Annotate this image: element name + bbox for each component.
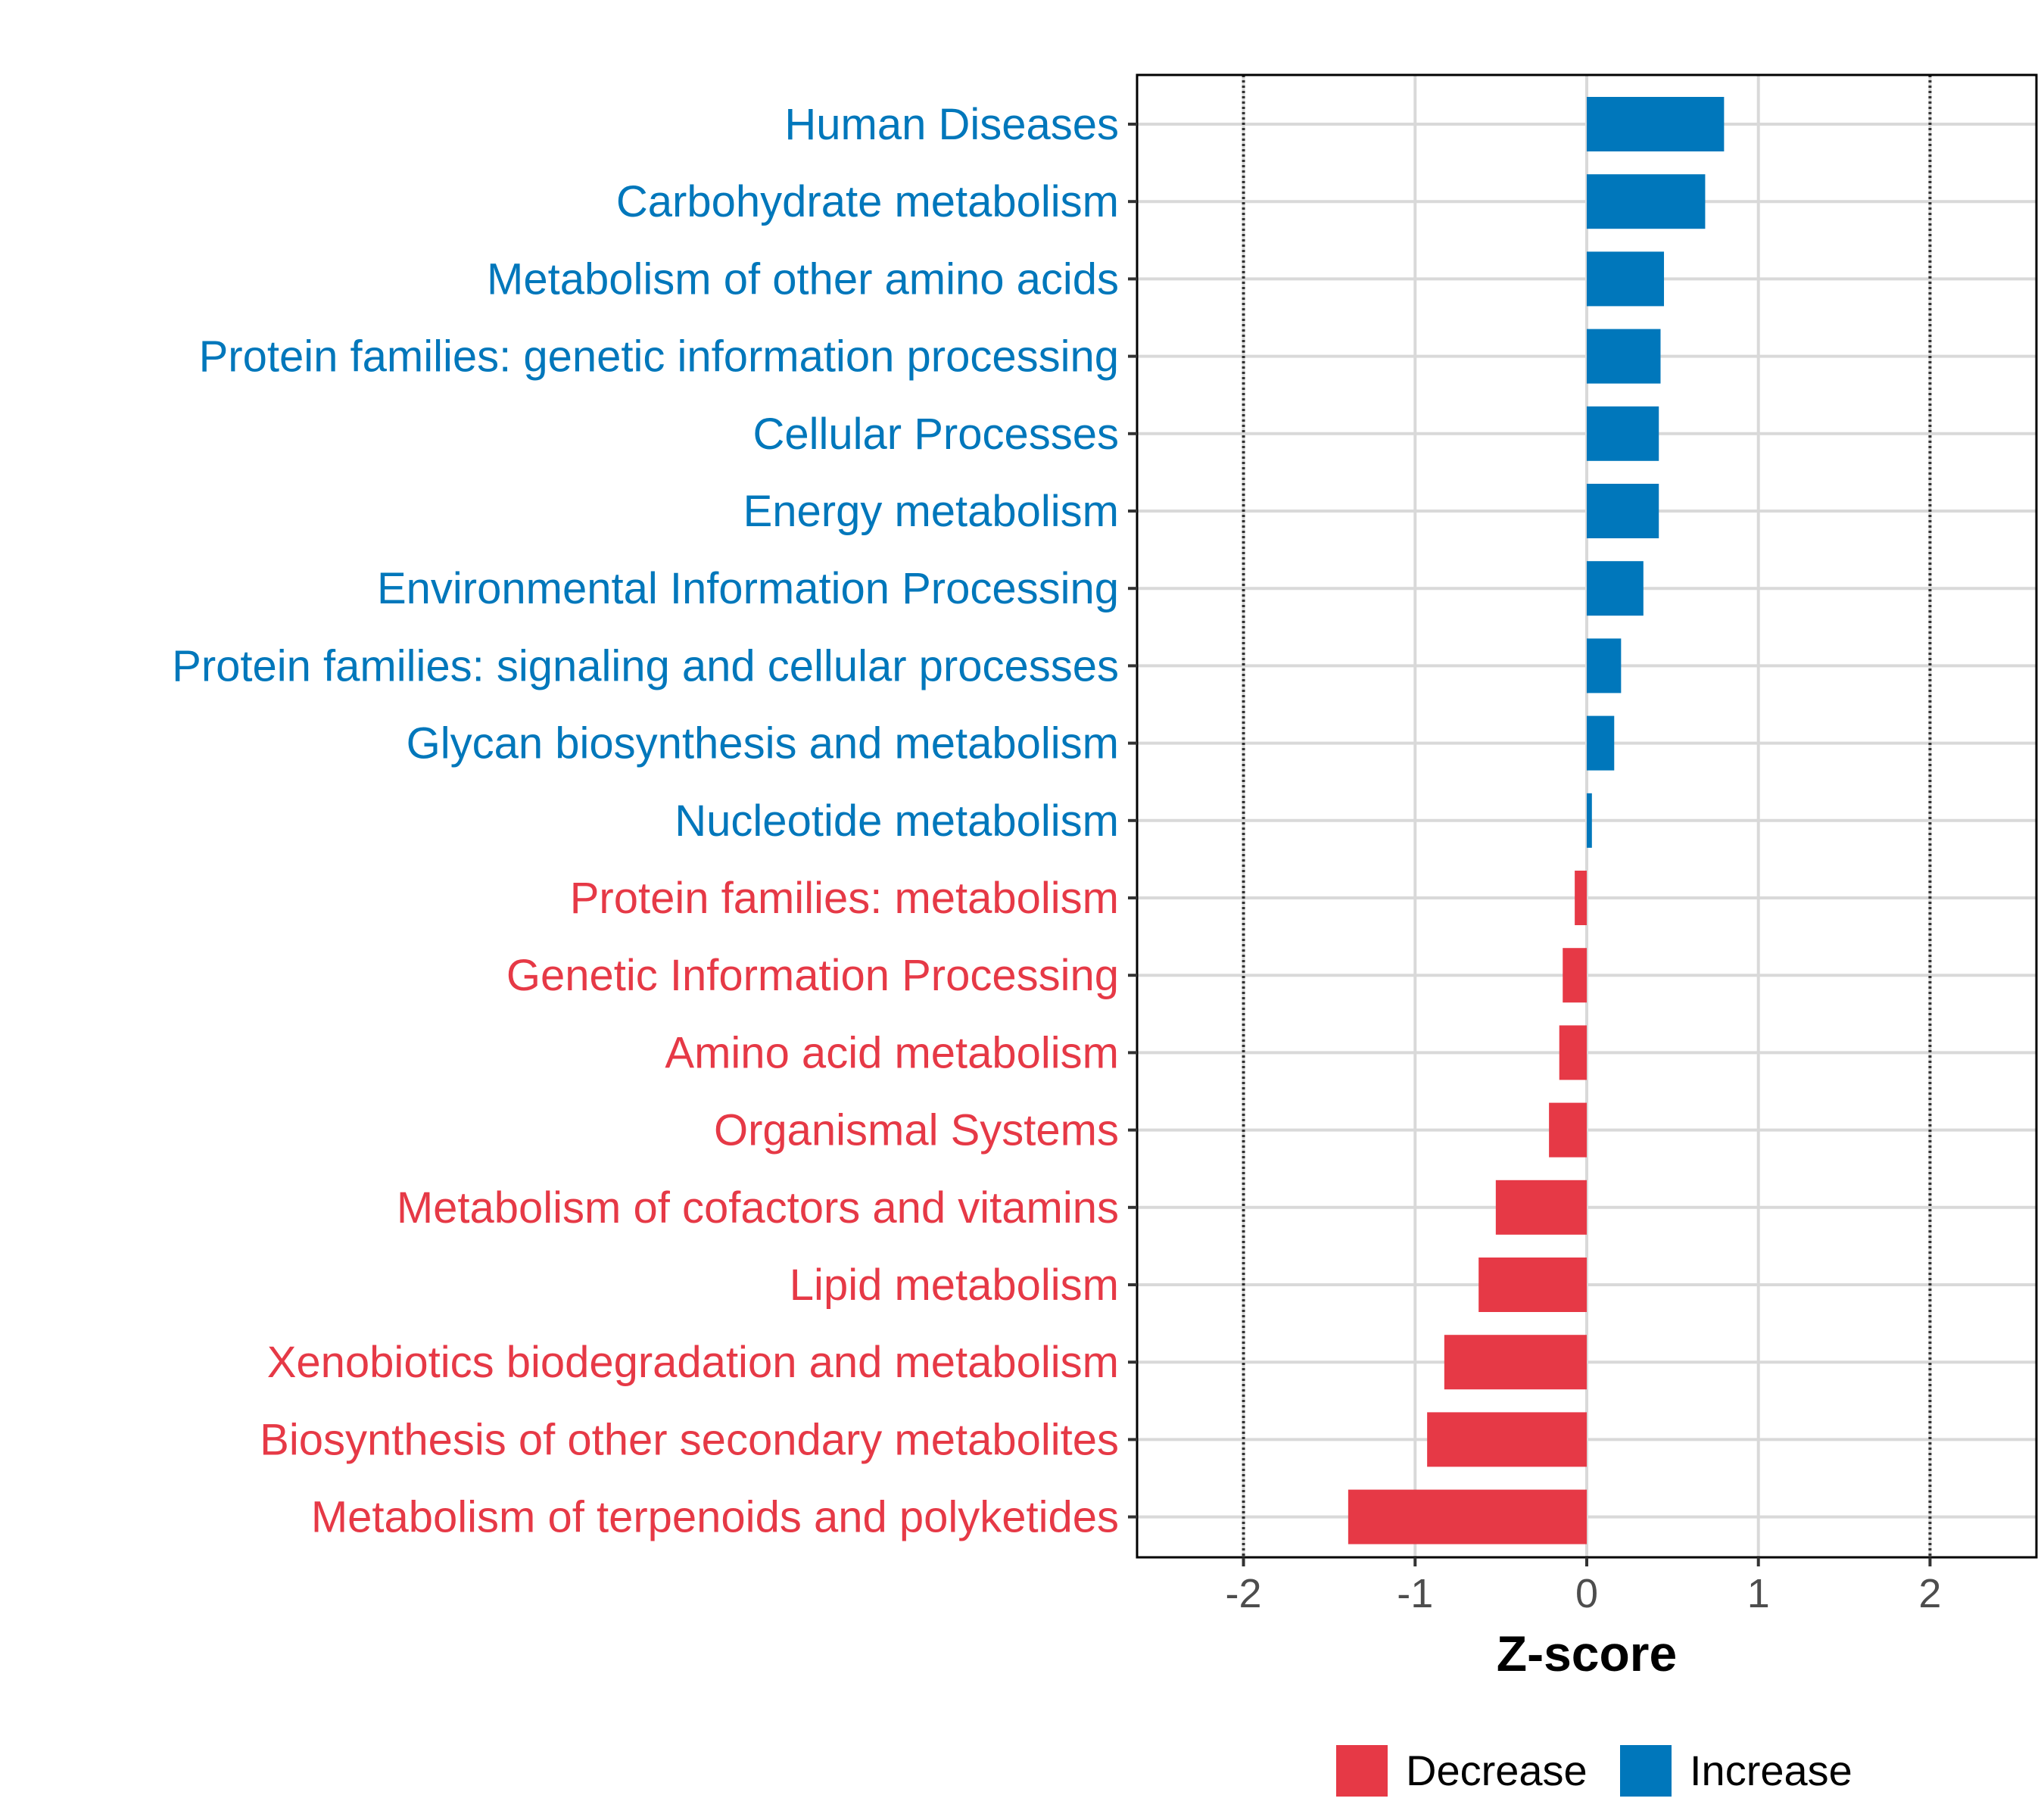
bar — [1587, 97, 1725, 151]
x-axis: -2 -1 0 1 2 — [1226, 1557, 1941, 1616]
category-label: Protein families: metabolism — [570, 874, 1119, 923]
category-label: Metabolism of other amino acids — [487, 254, 1119, 304]
category-label: Human Diseases — [784, 100, 1119, 149]
bar — [1587, 793, 1592, 848]
legend-swatch — [1620, 1745, 1672, 1797]
x-tick-label: 2 — [1918, 1571, 1941, 1616]
bar — [1587, 561, 1644, 616]
bar — [1587, 329, 1661, 384]
category-label: Lipid metabolism — [790, 1261, 1119, 1310]
category-label: Amino acid metabolism — [665, 1028, 1119, 1077]
bar — [1478, 1258, 1587, 1312]
x-tick-label: -1 — [1397, 1571, 1433, 1616]
bar — [1563, 948, 1587, 1003]
category-label: Metabolism of terpenoids and polyketides — [311, 1493, 1119, 1542]
category-label: Energy metabolism — [743, 487, 1119, 536]
x-tick-label: 1 — [1747, 1571, 1770, 1616]
x-axis-title: Z-score — [1497, 1625, 1677, 1681]
legend-label: Decrease — [1406, 1747, 1588, 1794]
category-label: Protein families: signaling and cellular… — [172, 641, 1119, 690]
category-label: Protein families: genetic information pr… — [199, 332, 1119, 382]
bar — [1587, 251, 1665, 307]
category-label: Environmental Information Processing — [377, 564, 1119, 613]
category-label: Cellular Processes — [752, 410, 1119, 459]
bar — [1587, 484, 1659, 538]
bar — [1348, 1489, 1587, 1544]
x-tick-label: -2 — [1226, 1571, 1262, 1616]
reference-lines — [1242, 75, 1932, 1557]
bar — [1427, 1412, 1587, 1467]
category-label: Glycan biosynthesis and metabolism — [407, 719, 1119, 768]
category-label: Organismal Systems — [714, 1106, 1119, 1155]
category-label: Metabolism of cofactors and vitamins — [397, 1183, 1119, 1233]
legend: Decrease Increase — [1336, 1745, 1852, 1797]
category-label: Biosynthesis of other secondary metaboli… — [260, 1415, 1119, 1464]
category-label: Xenobiotics biodegradation and metabolis… — [267, 1338, 1119, 1387]
bar — [1575, 871, 1587, 925]
bar — [1587, 406, 1659, 461]
bar — [1587, 715, 1615, 771]
legend-label: Increase — [1690, 1747, 1852, 1794]
x-tick-label: 0 — [1575, 1571, 1598, 1616]
bar — [1587, 174, 1706, 229]
bar — [1495, 1180, 1587, 1235]
category-label: Carbohydrate metabolism — [616, 177, 1119, 226]
bar — [1549, 1102, 1587, 1158]
bar — [1559, 1025, 1587, 1080]
legend-swatch — [1336, 1745, 1388, 1797]
category-label: Nucleotide metabolism — [675, 796, 1119, 846]
bars — [1348, 97, 1725, 1544]
y-axis: Human Diseases Carbohydrate metabolism Met… — [172, 100, 1137, 1542]
bar — [1444, 1335, 1587, 1390]
bar — [1587, 638, 1622, 693]
category-label: Genetic Information Processing — [506, 951, 1119, 1000]
